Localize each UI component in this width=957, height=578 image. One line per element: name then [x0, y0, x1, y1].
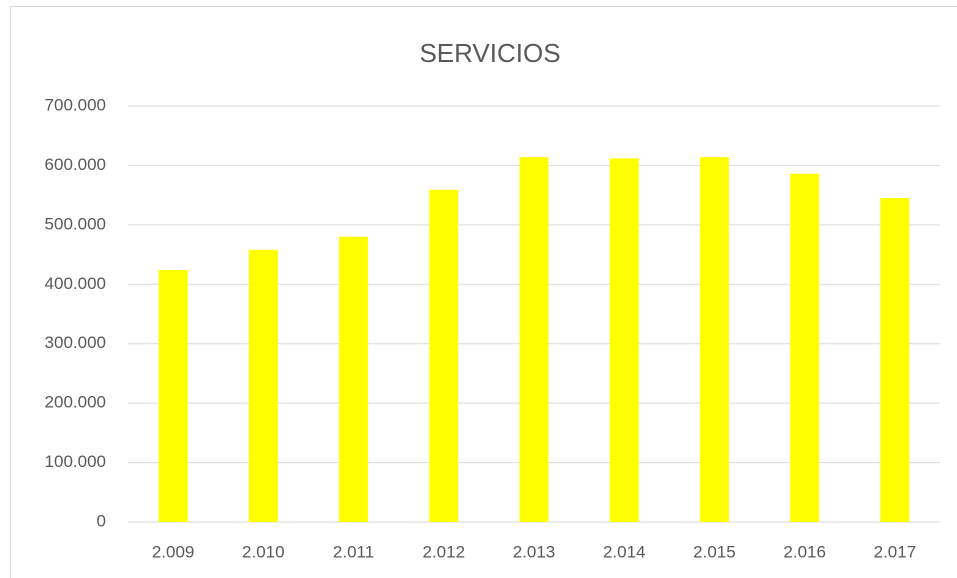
- x-tick-label: 2.016: [783, 542, 826, 561]
- y-tick-label: 100.000: [45, 452, 106, 471]
- bar: [429, 189, 459, 522]
- x-tick-label: 2.014: [603, 542, 646, 561]
- bar: [699, 157, 729, 522]
- x-tick-label: 2.012: [423, 542, 466, 561]
- y-tick-label: 500.000: [45, 214, 106, 233]
- bar: [339, 236, 369, 522]
- y-tick-label: 0: [97, 511, 106, 530]
- y-tick-label: 300.000: [45, 333, 106, 352]
- bar: [158, 270, 188, 522]
- x-tick-label: 2.013: [513, 542, 556, 561]
- y-tick-label: 700.000: [45, 95, 106, 114]
- bar: [790, 173, 820, 522]
- bar: [880, 198, 910, 522]
- bar: [519, 157, 549, 522]
- x-tick-label: 2.017: [874, 542, 917, 561]
- x-tick-label: 2.011: [333, 542, 374, 561]
- y-tick-label: 400.000: [45, 274, 106, 293]
- chart-title: SERVICIOS: [419, 38, 560, 68]
- x-tick-label: 2.010: [242, 542, 285, 561]
- bar: [248, 249, 278, 522]
- x-tick-label: 2.015: [693, 542, 736, 561]
- bar: [609, 158, 639, 522]
- y-tick-label: 600.000: [45, 155, 106, 174]
- y-tick-label: 200.000: [45, 393, 106, 412]
- x-tick-label: 2.009: [152, 542, 195, 561]
